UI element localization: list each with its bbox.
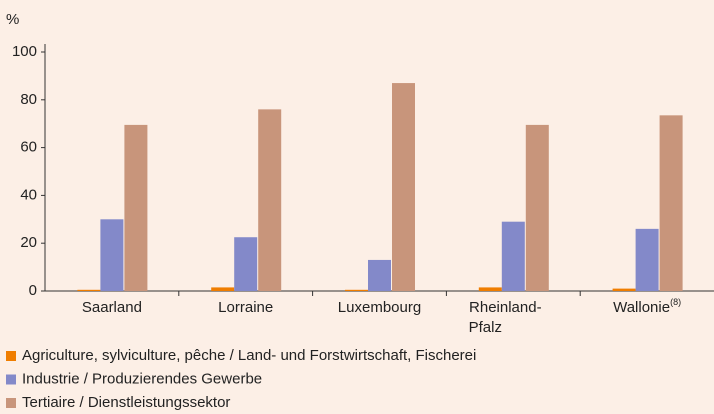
y-tick-label: 40 xyxy=(20,186,37,203)
bar xyxy=(612,288,636,291)
legend-swatch xyxy=(6,351,16,361)
legend-label: Tertiaire / Dienstleistungssektor xyxy=(22,394,230,411)
x-tick-label: Wallonie(8) xyxy=(613,297,681,316)
legend-label: Industrie / Produzierendes Gewerbe xyxy=(22,370,262,387)
x-tick-label: Luxembourg xyxy=(338,299,421,316)
bar xyxy=(124,124,148,292)
legend-label: Agriculture, sylviculture, pêche / Land-… xyxy=(22,347,476,364)
y-tick-label: 60 xyxy=(20,139,37,156)
x-tick-label: Saarland xyxy=(82,299,142,316)
bar xyxy=(525,124,549,292)
bar xyxy=(501,221,525,291)
y-tick-label: 80 xyxy=(20,91,37,108)
bar xyxy=(345,289,368,291)
legend-swatch xyxy=(6,374,16,385)
y-unit: % xyxy=(6,11,19,28)
bar xyxy=(635,228,659,291)
bar xyxy=(100,219,124,291)
y-tick-label: 100 xyxy=(12,43,37,60)
legend-swatch xyxy=(6,398,16,408)
bar xyxy=(368,259,391,291)
y-tick-label: 20 xyxy=(20,234,37,251)
bar xyxy=(478,287,502,291)
bar xyxy=(234,237,258,291)
bar xyxy=(659,115,683,292)
y-tick-label: 0 xyxy=(29,282,37,299)
x-tick-label: Lorraine xyxy=(218,299,273,316)
bar xyxy=(77,289,101,291)
x-tick-label: Rheinland-Pfalz xyxy=(469,299,542,336)
bar xyxy=(392,83,415,291)
bar xyxy=(211,287,235,291)
bar xyxy=(258,109,282,291)
